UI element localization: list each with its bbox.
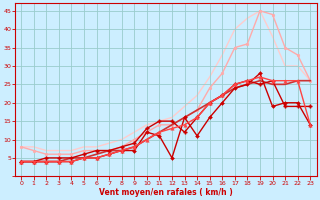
X-axis label: Vent moyen/en rafales ( km/h ): Vent moyen/en rafales ( km/h ) [99, 188, 233, 197]
